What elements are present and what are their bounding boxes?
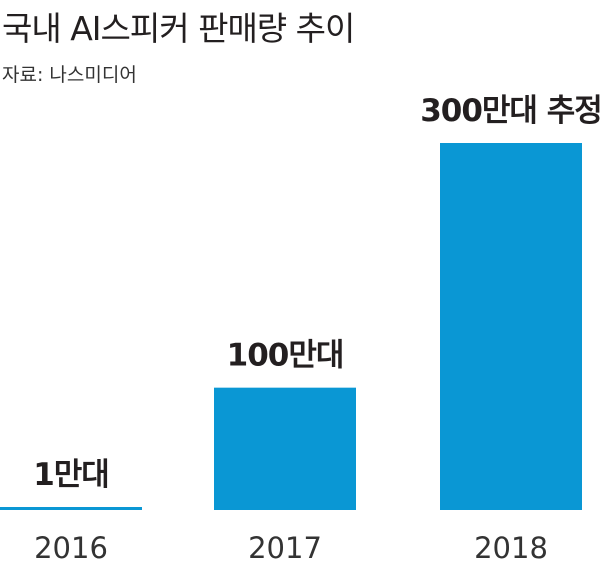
data-label-2018: 300만대 추정 — [420, 93, 602, 129]
chart-source: 자료: 나스미디어 — [2, 64, 137, 86]
x-tick-2017: 2017 — [248, 531, 322, 564]
bar-2018 — [440, 143, 582, 510]
chart-title: 국내 AI스피커 판매량 추이 — [2, 9, 355, 48]
data-label-2017: 100만대 — [227, 338, 344, 374]
data-label-2016: 1만대 — [33, 457, 109, 493]
bar-2016 — [0, 507, 142, 510]
x-tick-2018: 2018 — [474, 531, 548, 564]
x-tick-2016: 2016 — [34, 531, 108, 564]
bar-2017 — [214, 387, 356, 510]
